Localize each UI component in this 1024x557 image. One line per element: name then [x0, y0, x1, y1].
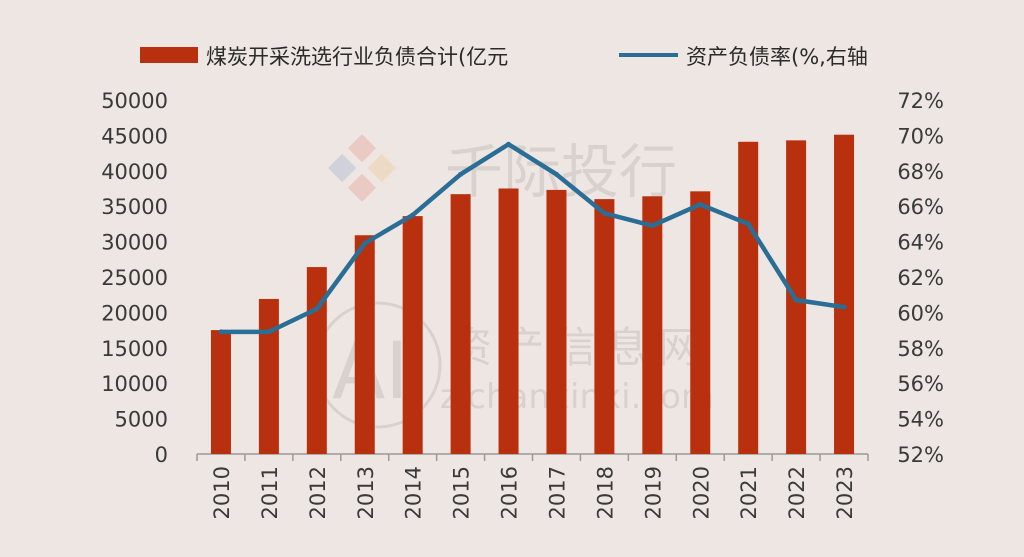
x-tick-label: 2015 — [450, 466, 474, 519]
y-right-tick-label: 68% — [897, 160, 944, 184]
ratio-point-2020 — [697, 201, 703, 207]
y-right-tick-label: 64% — [897, 231, 944, 255]
ratio-point-2017 — [553, 171, 559, 177]
ratio-point-2019 — [649, 223, 655, 229]
x-tick-label: 2011 — [258, 466, 282, 519]
bar-2023 — [834, 134, 855, 454]
legend: 煤炭开采洗选行业负债合计(亿元 资产负债率(%,右轴 — [140, 45, 868, 69]
ratio-point-2012 — [314, 306, 320, 312]
bar-2019 — [642, 196, 663, 454]
legend-label-line: 资产负债率(%,右轴 — [686, 45, 868, 69]
ratio-point-2011 — [266, 329, 272, 335]
y-left-tick-label: 25000 — [101, 266, 168, 290]
y-left-tick-label: 5000 — [115, 408, 168, 432]
ratio-line — [218, 142, 847, 335]
y-left-tick-label: 50000 — [101, 89, 168, 113]
x-tick-label: 2013 — [354, 466, 378, 519]
legend-label-bar: 煤炭开采洗选行业负债合计(亿元 — [206, 45, 508, 69]
y-left-tick-label: 35000 — [101, 195, 168, 219]
x-tick-label: 2018 — [593, 466, 617, 519]
watermark-site-url: zichanxinxi.com — [440, 377, 714, 417]
bar-series — [210, 134, 855, 454]
x-tick-label: 2023 — [833, 466, 857, 519]
bar-2018 — [594, 199, 615, 454]
y-left-tick-label: 30000 — [101, 231, 168, 255]
ratio-point-2013 — [362, 240, 368, 246]
y-right-tick-label: 58% — [897, 337, 944, 361]
bar-2021 — [738, 141, 759, 454]
ratio-point-2018 — [601, 210, 607, 216]
y-left-tick-label: 15000 — [101, 337, 168, 361]
x-tick-label: 2012 — [306, 466, 330, 519]
y-right-tick-label: 56% — [897, 372, 944, 396]
legend-swatch-bar — [140, 47, 198, 63]
x-tick-label: 2010 — [210, 466, 234, 519]
watermark-logo-icon — [328, 134, 396, 202]
y-right-tick-label: 60% — [897, 301, 944, 325]
y-right-tick-label: 52% — [897, 443, 944, 467]
axes: 0 5000 10000 15000 20000 25000 30000 35000 40000… — [101, 89, 944, 519]
bar-2016 — [498, 188, 519, 454]
ratio-point-2023 — [841, 304, 847, 310]
bar-2020 — [690, 191, 711, 454]
ratio-point-2021 — [745, 221, 751, 227]
bar-2012 — [306, 267, 327, 454]
y-left-tick-label: 10000 — [101, 372, 168, 396]
ratio-point-2022 — [793, 297, 799, 303]
bar-2017 — [546, 189, 567, 454]
y-right-tick-label: 62% — [897, 266, 944, 290]
y-left-tick-label: 40000 — [101, 160, 168, 184]
x-tick-label: 2021 — [737, 466, 761, 519]
y-right-tick-label: 72% — [897, 89, 944, 113]
y-left-tick-label: 20000 — [101, 301, 168, 325]
y-left-tick-label: 0 — [155, 443, 168, 467]
x-tick-label: 2019 — [641, 466, 665, 519]
bar-2014 — [402, 216, 423, 454]
y-right-tick-label: 54% — [897, 408, 944, 432]
x-tick-label: 2014 — [402, 466, 426, 519]
bar-2010 — [210, 330, 231, 454]
y-left-tick-label: 45000 — [101, 124, 168, 148]
x-tick-label: 2016 — [498, 466, 522, 519]
ratio-point-2010 — [218, 329, 224, 335]
y-right-tick-label: 70% — [897, 124, 944, 148]
ratio-point-2016 — [506, 141, 512, 147]
bar-2011 — [258, 298, 279, 454]
watermark-site-cn: 资产信息网 — [450, 323, 710, 372]
bar-2015 — [450, 194, 471, 454]
ratio-point-2014 — [410, 212, 416, 218]
x-tick-label: 2017 — [545, 466, 569, 519]
x-tick-label: 2020 — [689, 466, 713, 519]
line-series — [218, 141, 847, 335]
y-right-tick-label: 66% — [897, 195, 944, 219]
ratio-point-2015 — [458, 171, 464, 177]
bar-2013 — [354, 235, 375, 454]
x-tick-label: 2022 — [785, 466, 809, 519]
